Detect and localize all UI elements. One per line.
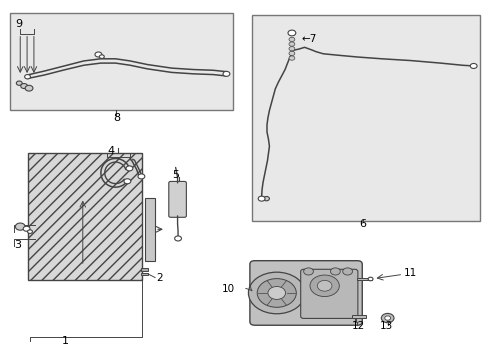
Text: 1: 1	[62, 336, 69, 346]
Bar	[27, 153, 143, 280]
Circle shape	[138, 174, 145, 179]
Bar	[142, 273, 148, 275]
Text: 12: 12	[351, 321, 365, 331]
Circle shape	[23, 226, 30, 231]
Bar	[10, 13, 233, 110]
Text: 13: 13	[380, 321, 393, 331]
Text: 8: 8	[113, 113, 120, 123]
Circle shape	[248, 272, 305, 314]
Text: 4: 4	[107, 146, 114, 156]
FancyBboxPatch shape	[250, 261, 362, 325]
Circle shape	[318, 280, 332, 291]
Circle shape	[25, 85, 33, 91]
Circle shape	[15, 223, 25, 230]
Circle shape	[331, 268, 340, 275]
Circle shape	[264, 197, 270, 201]
Circle shape	[223, 71, 230, 76]
Circle shape	[288, 30, 296, 36]
Circle shape	[258, 196, 265, 201]
Circle shape	[95, 52, 102, 57]
Circle shape	[124, 179, 131, 184]
Circle shape	[16, 81, 22, 85]
FancyBboxPatch shape	[169, 181, 186, 217]
Circle shape	[470, 63, 477, 68]
Circle shape	[289, 37, 295, 41]
Circle shape	[21, 84, 27, 89]
Bar	[357, 278, 372, 280]
Bar	[352, 315, 366, 318]
Circle shape	[381, 314, 394, 323]
Circle shape	[27, 230, 32, 233]
Circle shape	[310, 275, 339, 297]
Circle shape	[368, 277, 373, 281]
Circle shape	[268, 287, 286, 300]
FancyBboxPatch shape	[301, 269, 358, 319]
Circle shape	[289, 42, 295, 46]
Text: 6: 6	[360, 219, 367, 229]
Circle shape	[257, 279, 296, 307]
Circle shape	[289, 51, 295, 55]
Text: ←7: ←7	[301, 34, 317, 44]
Circle shape	[343, 268, 352, 275]
Circle shape	[174, 236, 181, 241]
Circle shape	[304, 268, 314, 275]
Text: 10: 10	[221, 284, 235, 294]
Text: 11: 11	[404, 268, 417, 278]
Circle shape	[99, 55, 104, 58]
Circle shape	[289, 46, 295, 51]
Circle shape	[126, 166, 133, 171]
Circle shape	[24, 75, 30, 79]
Bar	[142, 268, 148, 271]
Text: 5: 5	[172, 170, 180, 180]
Bar	[146, 198, 155, 261]
Bar	[252, 15, 480, 221]
Circle shape	[385, 316, 391, 320]
Circle shape	[289, 56, 295, 60]
Text: 2: 2	[156, 273, 163, 283]
Text: 3: 3	[14, 240, 21, 250]
Text: 9: 9	[15, 19, 23, 29]
